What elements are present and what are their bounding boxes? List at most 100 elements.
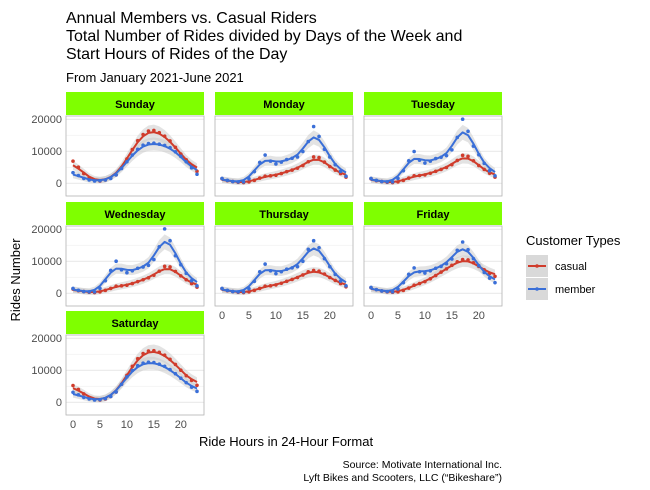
point-thursday-casual-18 [317, 269, 321, 273]
point-saturday-casual-20 [179, 368, 183, 373]
point-saturday-member-20 [179, 376, 183, 381]
panel-friday: Friday 0 5 10 15 20 [363, 202, 503, 322]
confidence-band-sunday-member [73, 137, 197, 184]
x-tick-label-thursday-2: 10 [270, 310, 282, 322]
point-friday-casual-7 [406, 286, 411, 290]
strip-tuesday [364, 92, 502, 115]
point-saturday-casual-19 [173, 362, 178, 367]
confidence-band-tuesday-casual [371, 153, 495, 185]
point-wednesday-casual-18 [168, 265, 172, 269]
point-wednesday-member-18 [168, 238, 172, 243]
point-saturday-casual-21 [184, 373, 189, 378]
point-saturday-casual-1 [76, 387, 81, 392]
point-monday-casual-6 [252, 178, 257, 183]
point-monday-casual-7 [257, 176, 262, 180]
point-saturday-member-13 [141, 361, 145, 365]
point-monday-member-13 [290, 156, 294, 161]
confidence-band-wednesday-casual [73, 264, 197, 295]
legend-key-member-point [535, 287, 539, 291]
point-tuesday-member-20 [477, 152, 481, 157]
point-wednesday-member-19 [173, 253, 178, 258]
point-tuesday-member-5 [396, 176, 400, 181]
point-monday-member-5 [247, 176, 251, 181]
point-wednesday-member-2 [81, 289, 86, 294]
point-monday-member-15 [301, 149, 305, 154]
point-sunday-member-19 [173, 150, 178, 154]
point-wednesday-member-0 [71, 286, 75, 291]
point-tuesday-casual-14 [444, 165, 449, 170]
point-friday-casual-15 [450, 263, 454, 268]
point-saturday-member-4 [92, 398, 97, 402]
point-friday-member-0 [369, 285, 373, 290]
point-tuesday-member-11 [428, 159, 433, 163]
point-tuesday-member-1 [374, 178, 379, 183]
point-saturday-member-10 [125, 375, 129, 379]
point-thursday-casual-8 [263, 284, 267, 288]
x-tick-label-friday-3: 15 [446, 310, 458, 322]
point-thursday-member-4 [241, 290, 246, 294]
point-tuesday-member-15 [450, 148, 454, 152]
point-monday-casual-16 [306, 159, 311, 164]
point-friday-member-18 [466, 247, 470, 252]
point-wednesday-casual-13 [141, 277, 145, 282]
point-sunday-member-2 [81, 176, 86, 181]
confidence-band-monday-casual [222, 154, 346, 185]
strip-label-tuesday: Tuesday [411, 99, 456, 111]
point-wednesday-casual-6 [103, 288, 108, 293]
y-tick-label-saturday-0: 0 [56, 397, 62, 409]
point-sunday-member-6 [103, 178, 108, 182]
point-wednesday-member-10 [125, 270, 129, 275]
point-saturday-member-17 [162, 364, 167, 369]
point-sunday-member-20 [179, 154, 183, 159]
x-tick-label-friday-1: 5 [395, 310, 401, 322]
point-friday-casual-11 [428, 277, 433, 281]
point-wednesday-casual-19 [173, 269, 178, 274]
point-friday-member-13 [439, 264, 443, 269]
point-saturday-member-1 [76, 393, 81, 397]
point-sunday-member-11 [130, 153, 135, 157]
panel-sunday: Sunday 0 10000 20000 [31, 92, 205, 197]
point-saturday-member-0 [71, 390, 75, 395]
point-tuesday-member-3 [385, 180, 389, 184]
point-tuesday-member-13 [439, 155, 443, 160]
point-thursday-member-7 [257, 269, 262, 274]
point-wednesday-casual-22 [189, 281, 194, 286]
point-tuesday-casual-8 [412, 174, 416, 178]
panel-border-friday [363, 225, 503, 307]
point-sunday-casual-0 [71, 159, 75, 163]
point-wednesday-member-16 [157, 245, 162, 249]
point-wednesday-casual-8 [114, 284, 118, 288]
x-tick-label-thursday-1: 5 [246, 310, 252, 322]
point-friday-casual-5 [396, 290, 400, 294]
point-sunday-casual-12 [135, 138, 140, 143]
point-wednesday-member-6 [103, 278, 108, 283]
point-monday-member-9 [268, 159, 273, 163]
point-wednesday-casual-9 [119, 284, 124, 288]
point-monday-casual-10 [274, 173, 278, 177]
point-wednesday-casual-12 [135, 279, 140, 284]
point-thursday-casual-12 [284, 279, 289, 284]
point-sunday-member-12 [135, 147, 140, 152]
x-tick-label-thursday-3: 15 [297, 310, 309, 322]
point-monday-member-23 [344, 174, 348, 178]
point-thursday-member-9 [268, 269, 273, 273]
point-sunday-casual-11 [130, 147, 135, 152]
confidence-band-saturday-casual [73, 344, 197, 403]
point-sunday-member-10 [125, 159, 129, 164]
strip-monday [215, 92, 353, 115]
point-wednesday-member-4 [92, 290, 97, 294]
point-wednesday-member-15 [152, 257, 156, 262]
point-monday-member-22 [338, 169, 343, 174]
point-sunday-member-0 [71, 170, 75, 175]
point-friday-casual-14 [444, 267, 449, 271]
point-friday-member-21 [482, 270, 487, 275]
point-saturday-member-18 [168, 367, 172, 372]
point-tuesday-casual-9 [417, 173, 422, 178]
point-monday-casual-12 [284, 169, 289, 174]
caption-line-1: Source: Motivate International Inc. [343, 459, 502, 471]
point-monday-casual-9 [268, 174, 273, 178]
point-monday-member-4 [241, 180, 246, 184]
point-wednesday-member-17 [162, 227, 167, 231]
strip-saturday [66, 311, 204, 334]
